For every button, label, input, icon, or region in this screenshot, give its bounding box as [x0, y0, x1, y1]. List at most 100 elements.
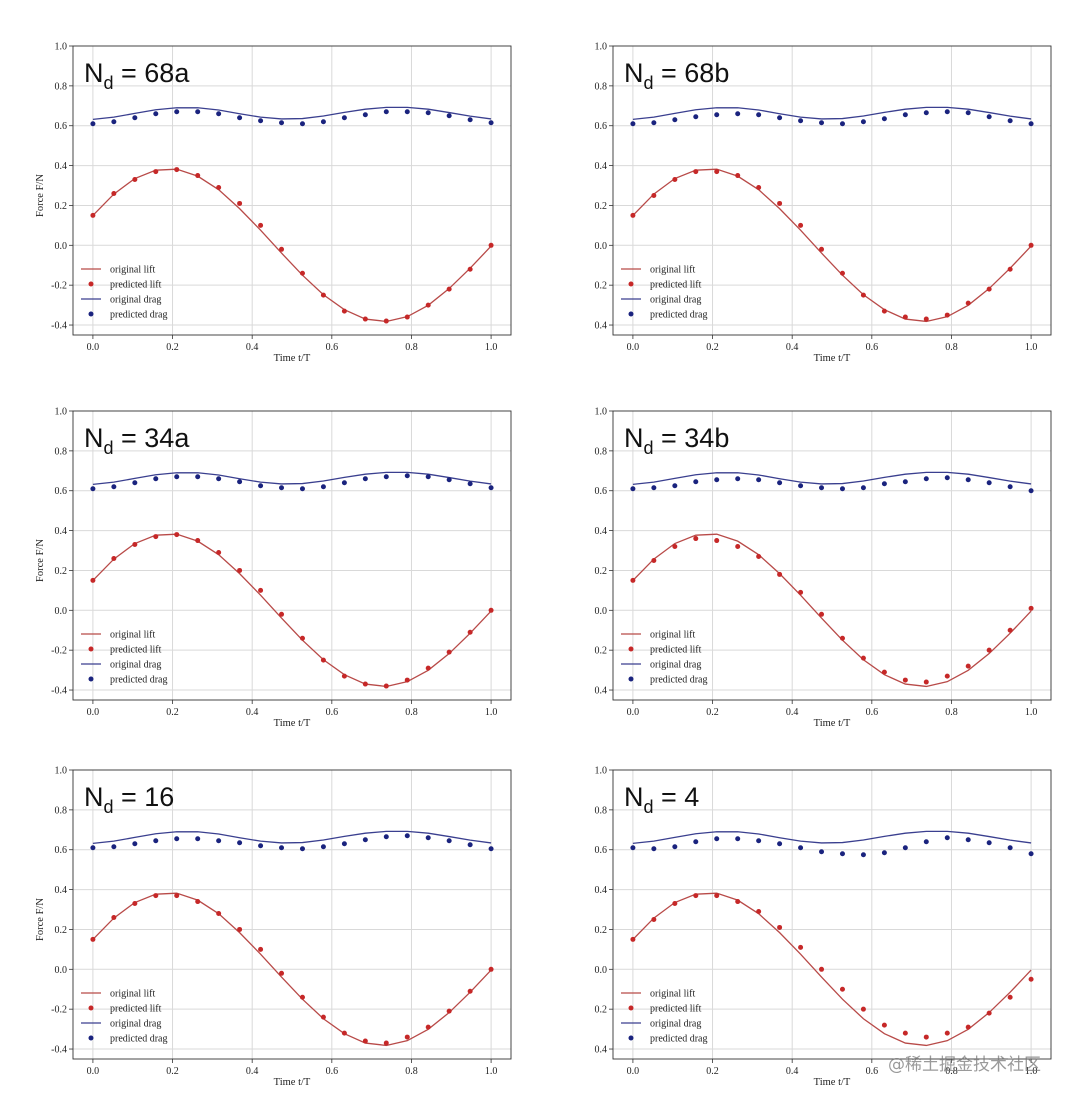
title-letter: N	[84, 782, 104, 812]
data-point	[488, 607, 494, 613]
chart-title: Nd = 34a	[84, 423, 190, 458]
title-value: = 4	[654, 782, 700, 812]
title-letter: N	[624, 423, 644, 453]
series-original-drag	[92, 471, 492, 485]
data-point	[341, 1030, 347, 1036]
data-point	[651, 120, 657, 126]
data-point	[923, 110, 929, 116]
legend-label: predicted lift	[110, 645, 162, 656]
data-point	[714, 112, 720, 118]
data-point	[258, 843, 264, 849]
y-tick-label: 0.4	[595, 526, 608, 537]
data-point	[90, 936, 96, 942]
data-point	[965, 300, 971, 306]
legend-label: predicted lift	[650, 280, 702, 291]
data-point	[881, 669, 887, 675]
legend-point-swatch	[628, 281, 634, 287]
data-point	[756, 909, 762, 915]
title-subscript: d	[644, 438, 654, 458]
data-point	[944, 109, 950, 115]
data-point	[1028, 242, 1034, 248]
data-point	[237, 840, 243, 846]
y-tick-label: 0.4	[595, 686, 608, 697]
data-point	[798, 944, 804, 950]
y-tick-label: -0.2	[51, 646, 67, 657]
data-point	[965, 837, 971, 843]
y-tick-label: 0.2	[595, 1005, 608, 1016]
data-point	[216, 476, 222, 482]
y-tick-label: 0.2	[595, 566, 608, 577]
data-point	[672, 177, 678, 183]
data-point	[630, 845, 636, 851]
legend-point-swatch	[628, 311, 634, 317]
data-point	[362, 837, 368, 843]
x-tick-label: 0.4	[786, 1066, 799, 1077]
y-tick-label: 0.0	[55, 606, 68, 617]
y-tick-label: -0.4	[51, 686, 67, 697]
data-point	[237, 926, 243, 932]
series-original-drag	[632, 471, 1032, 485]
y-tick-label: 0.0	[595, 606, 608, 617]
data-point	[153, 111, 159, 117]
data-point	[965, 477, 971, 483]
series-original-lift	[92, 533, 492, 688]
series-predicted-drag	[630, 475, 1034, 494]
plot-frame	[612, 45, 1052, 336]
data-point	[153, 534, 159, 540]
data-point	[404, 1034, 410, 1040]
x-tick-label: 0.6	[866, 342, 879, 353]
data-point	[320, 484, 326, 490]
y-tick-label: 1.0	[595, 407, 608, 418]
x-axis-label: Time t/T	[274, 718, 311, 729]
y-tick-label: 0.2	[595, 281, 608, 292]
chart-panel: 0.0 0.2 0.4 0.6 0.8 1.0 1.0 0.8 0.6 0.4 0.2 0.0 -0.2…	[0, 365, 540, 731]
legend-label: predicted lift	[650, 645, 702, 656]
data-point	[195, 538, 201, 544]
series-original-drag	[632, 106, 1032, 120]
data-point	[174, 109, 180, 115]
y-tick-label: 0.0	[595, 965, 608, 976]
data-point	[216, 185, 222, 191]
data-point	[299, 994, 305, 1000]
y-tick-label: 0.2	[55, 201, 68, 212]
y-tick-label: 0.4	[595, 885, 608, 896]
data-point	[881, 850, 887, 856]
legend-label: original lift	[650, 989, 695, 1000]
data-point	[111, 844, 117, 850]
x-tick-label: 0.0	[627, 342, 640, 353]
data-point	[341, 841, 347, 847]
data-point	[90, 212, 96, 218]
data-point	[195, 474, 201, 480]
data-point	[860, 119, 866, 125]
data-point	[986, 1010, 992, 1016]
data-point	[651, 557, 657, 563]
x-tick-label: 0.2	[706, 342, 719, 353]
series-original-drag	[632, 830, 1032, 844]
data-point	[383, 1040, 389, 1046]
plot-frame	[72, 769, 512, 1060]
data-point	[944, 673, 950, 679]
data-point	[693, 479, 699, 485]
data-point	[111, 484, 117, 490]
data-point	[944, 1030, 950, 1036]
data-point	[153, 893, 159, 899]
data-point	[174, 893, 180, 899]
legend-label: original drag	[110, 295, 161, 306]
legend-label: predicted drag	[650, 310, 707, 321]
data-point	[735, 836, 741, 842]
data-point	[446, 1008, 452, 1014]
data-point	[839, 121, 845, 127]
data-point	[216, 911, 222, 917]
plot-frame	[72, 410, 512, 701]
legend-label: original lift	[650, 630, 695, 641]
legend-label: original lift	[650, 265, 695, 276]
legend: original lift predicted lift original drag…	[81, 989, 167, 1045]
data-point	[111, 914, 117, 920]
data-point	[819, 966, 825, 972]
data-point	[923, 1034, 929, 1040]
data-point	[839, 851, 845, 857]
data-point	[630, 577, 636, 583]
data-point	[362, 476, 368, 482]
data-point	[651, 846, 657, 852]
data-point	[651, 916, 657, 922]
